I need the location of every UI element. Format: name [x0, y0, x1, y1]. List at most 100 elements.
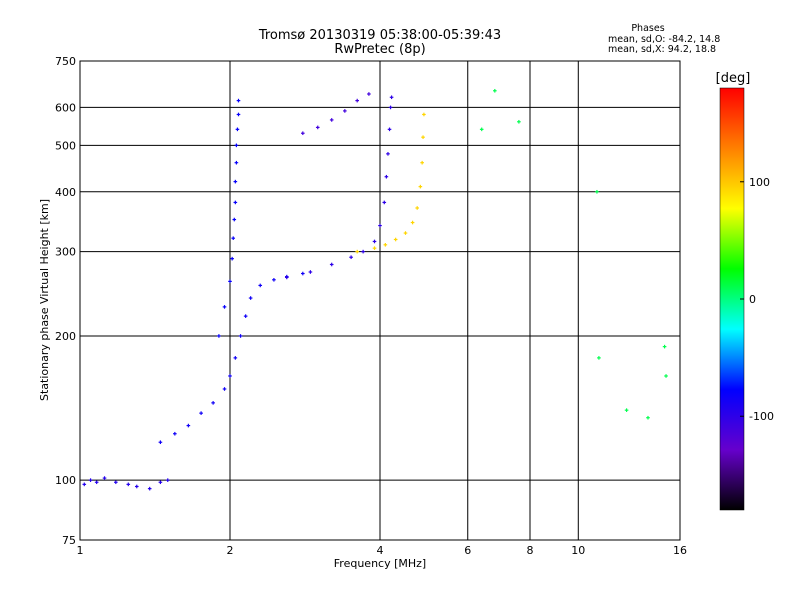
- data-point: [230, 256, 234, 261]
- colorbar-tick-label: -100: [749, 410, 774, 423]
- data-point: [301, 131, 305, 136]
- data-point: [211, 401, 215, 405]
- data-point: [284, 275, 289, 280]
- data-point: [158, 440, 163, 445]
- data-point: [94, 480, 99, 485]
- data-point: [349, 255, 353, 260]
- data-point: [82, 482, 87, 487]
- data-point: [479, 127, 484, 132]
- data-point: [173, 431, 177, 436]
- data-point: [126, 482, 131, 487]
- data-point: [388, 105, 393, 110]
- x-tick-label: 8: [527, 544, 534, 557]
- x-tick-label: 6: [464, 544, 471, 557]
- data-point: [248, 296, 253, 300]
- data-point: [420, 160, 424, 165]
- data-point: [403, 231, 408, 235]
- x-tick-label: 16: [673, 544, 687, 557]
- data-point: [243, 314, 248, 318]
- stats-o-mode: mean, sd,O: -84.2, 14.8: [608, 34, 720, 45]
- data-point: [664, 374, 668, 378]
- data-point: [415, 206, 419, 210]
- data-point: [315, 125, 320, 130]
- data-point: [372, 239, 377, 244]
- data-point: [378, 223, 382, 228]
- data-point: [233, 200, 238, 205]
- y-tick-label: 500: [55, 139, 76, 152]
- data-point: [231, 236, 236, 240]
- x-tick-label: 4: [377, 544, 384, 557]
- data-point: [228, 374, 232, 378]
- data-point: [382, 200, 387, 205]
- y-tick-label: 750: [55, 55, 76, 68]
- data-point: [228, 279, 232, 284]
- x-tick-label: 2: [227, 544, 234, 557]
- data-point: [389, 95, 394, 100]
- data-point: [410, 220, 415, 225]
- data-point: [418, 184, 423, 189]
- y-tick-label: 600: [55, 101, 76, 114]
- data-point: [258, 283, 263, 288]
- data-point: [384, 174, 389, 179]
- data-point: [383, 242, 388, 247]
- data-point: [422, 112, 426, 117]
- data-point: [421, 135, 425, 139]
- colorbar-tick-label: 0: [749, 293, 756, 306]
- data-point: [233, 356, 238, 360]
- data-point: [355, 249, 359, 254]
- data-point: [646, 415, 650, 420]
- x-tick-label: 10: [571, 544, 585, 557]
- stats-x-mode: mean, sd,X: 94.2, 18.8: [608, 44, 716, 55]
- data-point: [165, 478, 170, 482]
- data-point: [662, 344, 667, 349]
- grid-lines: [80, 61, 680, 540]
- data-point: [134, 484, 139, 489]
- chart-title: Tromsø 20130319 05:38:00-05:39:43: [258, 28, 501, 43]
- data-point: [493, 88, 497, 93]
- data-point: [372, 246, 377, 250]
- data-point: [624, 408, 629, 412]
- data-point: [186, 423, 191, 428]
- data-point: [88, 478, 93, 482]
- data-point: [301, 271, 305, 276]
- y-axis-ticks: 75 100 200 300 400 500 600 750: [55, 55, 76, 547]
- data-point: [387, 127, 392, 132]
- data-point: [329, 262, 334, 267]
- data-point: [199, 411, 203, 415]
- y-tick-label: 200: [55, 330, 76, 343]
- y-tick-label: 400: [55, 186, 76, 199]
- data-point: [217, 334, 221, 338]
- data-point: [386, 152, 390, 156]
- data-point: [595, 189, 599, 194]
- data-point: [329, 118, 334, 122]
- data-point: [517, 119, 521, 124]
- chart-subtitle: RwPretec (8p): [334, 42, 425, 57]
- data-point: [236, 98, 241, 103]
- data-point: [343, 109, 347, 113]
- stats-heading: Phases: [631, 23, 664, 34]
- data-point: [102, 476, 107, 480]
- data-point: [222, 387, 227, 391]
- data-point: [367, 92, 371, 96]
- data-point: [114, 480, 118, 485]
- x-axis-ticks: 1 2 4 6 8 10 16: [77, 544, 688, 557]
- data-point: [393, 237, 398, 242]
- data-point: [272, 277, 276, 282]
- x-tick-label: 1: [77, 544, 84, 557]
- data-point: [232, 217, 237, 222]
- data-points: [82, 88, 668, 491]
- data-point: [234, 160, 239, 165]
- data-point: [597, 356, 601, 360]
- y-tick-label: 300: [55, 246, 76, 259]
- y-tick-label: 75: [62, 534, 76, 547]
- y-axis-label: Stationary phase Virtual Height [km]: [38, 199, 51, 401]
- data-point: [238, 334, 243, 338]
- data-point: [234, 143, 239, 148]
- colorbar-ticks: 100 0 -100: [740, 176, 774, 423]
- data-point: [158, 480, 163, 485]
- data-point: [355, 98, 359, 103]
- data-point: [361, 249, 365, 254]
- data-point: [147, 486, 152, 491]
- data-point: [233, 179, 238, 184]
